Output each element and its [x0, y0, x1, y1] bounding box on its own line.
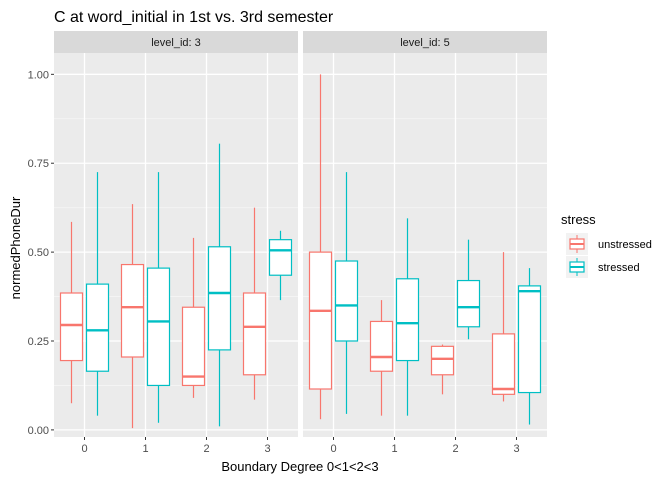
box-iqr — [517, 285, 542, 394]
box-unstressed-1 — [369, 300, 394, 416]
y-axis-title: normedPhoneDur — [8, 196, 23, 299]
x-tick-label: 3 — [264, 443, 270, 455]
legend-label: unstressed — [598, 239, 652, 251]
box-iqr — [242, 292, 267, 376]
box-iqr — [268, 239, 293, 276]
x-tick-label: 2 — [452, 443, 458, 455]
box-stressed-0 — [85, 172, 110, 416]
y-tick-label: 1.00 — [28, 69, 49, 81]
x-tick-label: 2 — [203, 443, 209, 455]
box-stressed-3 — [268, 230, 293, 301]
box-iqr — [181, 306, 206, 387]
box-iqr — [491, 333, 516, 395]
box-iqr — [456, 279, 481, 328]
box-iqr — [207, 246, 232, 351]
box-iqr — [85, 283, 110, 372]
box-stressed-3 — [517, 268, 542, 425]
facet-strip-label: level_id: 3 — [151, 37, 201, 49]
x-tick-label: 0 — [330, 443, 336, 455]
facet-strip — [54, 31, 298, 53]
x-tick-label: 3 — [513, 443, 519, 455]
facet-panel: level_id: 3 0 1 2 3 — [54, 31, 298, 455]
box-unstressed-3 — [491, 252, 516, 402]
facet-panels: level_id: 3 0 1 2 3 level_id: 5 0 1 2 3 — [54, 31, 547, 455]
x-tick-label: 1 — [391, 443, 397, 455]
x-tick-label: 1 — [142, 443, 148, 455]
legend-item-unstressed: unstressed — [566, 233, 652, 255]
box-stressed-1 — [395, 218, 420, 416]
box-iqr — [369, 320, 394, 372]
box-stressed-2 — [207, 143, 232, 427]
y-axis: 0.00 0.25 0.50 0.75 1.00 — [28, 69, 54, 437]
box-iqr — [308, 251, 333, 390]
legend-title: stress — [561, 212, 596, 227]
legend-item-stressed: stressed — [566, 256, 640, 278]
box-stressed-0 — [334, 172, 359, 414]
facet-strip — [303, 31, 547, 53]
box-unstressed-2 — [430, 344, 455, 395]
box-iqr — [59, 292, 84, 362]
facet-panel: level_id: 5 0 1 2 3 — [303, 31, 547, 455]
chart-title: C at word_initial in 1st vs. 3rd semeste… — [54, 9, 334, 26]
box-iqr — [146, 267, 171, 387]
y-tick-label: 0.25 — [28, 336, 49, 348]
box-iqr — [120, 263, 145, 358]
box-unstressed-0 — [308, 74, 333, 420]
box-unstressed-1 — [120, 204, 145, 429]
box-iqr — [334, 260, 359, 342]
y-tick-label: 0.00 — [28, 425, 49, 437]
box-stressed-2 — [456, 239, 481, 340]
panel-background — [54, 53, 298, 437]
box-unstressed-3 — [242, 207, 267, 400]
box-iqr — [430, 345, 455, 376]
facet-strip-label: level_id: 5 — [400, 37, 450, 49]
y-tick-label: 0.50 — [28, 247, 49, 259]
box-unstressed-0 — [59, 221, 84, 404]
box-iqr — [395, 278, 420, 362]
legend-label: stressed — [598, 262, 640, 274]
x-tick-label: 0 — [81, 443, 87, 455]
box-unstressed-2 — [181, 237, 206, 398]
y-tick-label: 0.75 — [28, 158, 49, 170]
box-stressed-1 — [146, 172, 171, 423]
x-axis-title: Boundary Degree 0<1<2<3 — [221, 459, 378, 474]
